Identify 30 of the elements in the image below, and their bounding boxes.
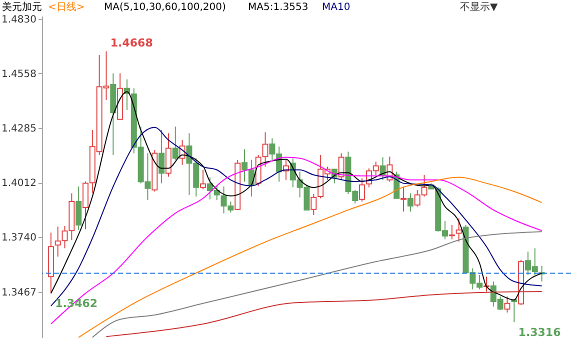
- text: MA10: [322, 2, 350, 13]
- y-tick-label: 1.4012: [2, 178, 36, 190]
- candlestick: [504, 296, 510, 314]
- candlestick: [242, 148, 248, 182]
- line-series: [50, 156, 542, 324]
- candlestick: [310, 193, 317, 216]
- annotation: 1.3316: [518, 326, 562, 338]
- candlestick: [172, 126, 178, 160]
- y-tick-label: 1.4558: [2, 68, 36, 80]
- chart-title: 美元加元: [2, 1, 42, 13]
- candlestick: [200, 169, 206, 190]
- candlestick: [400, 186, 407, 212]
- line-series: [50, 126, 542, 306]
- candlestick: [359, 178, 366, 202]
- y-tick-label: 1.4285: [2, 124, 36, 135]
- candlestick: [158, 130, 165, 184]
- text: 不显示▼: [460, 2, 498, 13]
- candlestick: [76, 186, 82, 230]
- candlestick: [262, 132, 268, 168]
- y-tick-label: 1.3740: [2, 232, 36, 244]
- candlestick: [407, 192, 414, 212]
- candlestick: [380, 156, 386, 180]
- chart-subtitle: <日线>: [48, 1, 85, 13]
- candlestick: [456, 218, 462, 242]
- y-tick-label: 1.3467: [2, 287, 36, 298]
- candlestick: [448, 224, 455, 240]
- y-tick-label: 1.4830: [2, 14, 36, 26]
- annotation: 1.4668: [110, 36, 153, 50]
- text: MA5:1.3553: [248, 2, 308, 13]
- text: MA(5,10,30,60,100,200): [104, 2, 226, 13]
